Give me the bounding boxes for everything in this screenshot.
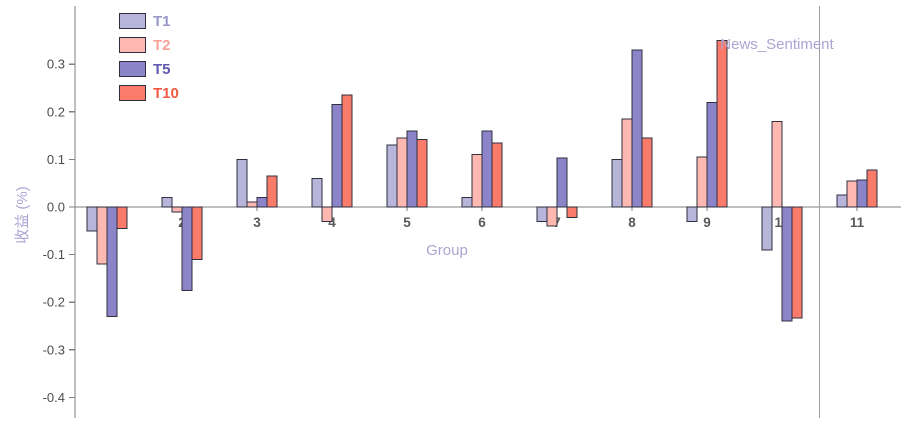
x-tick-label: 4 (328, 215, 336, 230)
y-tick-label: -0.2 (43, 295, 65, 310)
bar-T1-group-7 (536, 206, 548, 222)
bar-T5-group-4 (331, 104, 343, 208)
y-tick-label: -0.3 (43, 342, 65, 357)
bar-T10-group-11 (866, 169, 878, 208)
bar-T2-group-7 (546, 206, 558, 227)
legend-swatch-T10 (119, 85, 146, 101)
bar-T1-group-2 (161, 196, 173, 208)
legend-item-T2: T2 (119, 33, 179, 57)
bar-T5-group-8 (631, 49, 643, 208)
bar-T1-group-5 (386, 144, 398, 208)
legend-label-T10: T10 (153, 84, 179, 102)
x-tick-label: 9 (703, 215, 711, 230)
bar-T1-group-3 (236, 158, 248, 208)
legend: T1 T2 T5 T10 (119, 9, 179, 105)
legend-label-T2: T2 (153, 36, 171, 54)
bar-T10-group-6 (491, 142, 503, 208)
x-tick-label: 3 (253, 215, 261, 230)
bar-T1-group-10 (761, 206, 773, 251)
bar-T1-group-1 (86, 206, 98, 232)
bar-T5-group-7 (556, 157, 568, 208)
bar-T10-group-8 (641, 137, 653, 208)
x-tick-label: 5 (403, 215, 411, 230)
bar-T2-group-3 (246, 201, 258, 208)
bar-T10-group-7 (566, 206, 578, 218)
bar-T1-group-9 (686, 206, 698, 222)
bar-T5-group-5 (406, 130, 418, 208)
bar-T5-group-9 (706, 101, 718, 208)
bar-T1-group-6 (461, 196, 473, 208)
bar-T5-group-3 (256, 196, 268, 208)
y-tick-label: 0.1 (47, 152, 65, 167)
bar-T10-group-4 (341, 94, 353, 208)
bar-T2-group-11 (846, 180, 858, 208)
bar-T1-group-4 (311, 177, 323, 208)
chart-annotation: News_Sentiment (720, 36, 834, 53)
bar-T10-group-5 (416, 138, 428, 208)
bar-T2-group-1 (96, 206, 108, 265)
x-tick-label: 11 (850, 215, 865, 230)
bar-T2-group-9 (696, 156, 708, 208)
y-tick-label: 0.0 (47, 200, 65, 215)
y-tick-label: -0.4 (43, 390, 65, 405)
bar-T10-group-1 (116, 206, 128, 229)
legend-swatch-T2 (119, 37, 146, 53)
bar-T2-group-2 (171, 206, 183, 213)
bar-T5-group-10 (781, 206, 793, 322)
bar-T10-group-3 (266, 175, 278, 208)
bar-T5-group-11 (856, 179, 868, 208)
bar-T5-group-6 (481, 130, 493, 208)
bar-T10-group-9 (716, 39, 728, 208)
bar-T2-group-6 (471, 154, 483, 208)
bar-T1-group-11 (836, 194, 848, 208)
bar-T10-group-2 (191, 206, 203, 260)
bar-T5-group-2 (181, 206, 193, 291)
legend-swatch-T5 (119, 61, 146, 77)
bar-T2-group-5 (396, 137, 408, 208)
y-axis-title: 收益 (%) (14, 186, 31, 244)
legend-item-T5: T5 (119, 57, 179, 81)
bar-T2-group-4 (321, 206, 333, 222)
legend-item-T1: T1 (119, 9, 179, 33)
bar-T5-group-1 (106, 206, 118, 317)
y-tick-label: 0.2 (47, 104, 65, 119)
bar-T10-group-10 (791, 206, 803, 319)
y-tick-label: 0.3 (47, 57, 65, 72)
x-axis-title: Group (426, 242, 468, 259)
bar-T1-group-8 (611, 158, 623, 208)
bar-T2-group-10 (771, 120, 783, 208)
legend-swatch-T1 (119, 13, 146, 29)
y-tick-label: -0.1 (43, 247, 65, 262)
legend-label-T1: T1 (153, 12, 171, 30)
legend-item-T10: T10 (119, 81, 179, 105)
legend-label-T5: T5 (153, 60, 171, 78)
bar-T2-group-8 (621, 118, 633, 208)
x-tick-label: 8 (628, 215, 636, 230)
x-tick-label: 6 (478, 215, 486, 230)
